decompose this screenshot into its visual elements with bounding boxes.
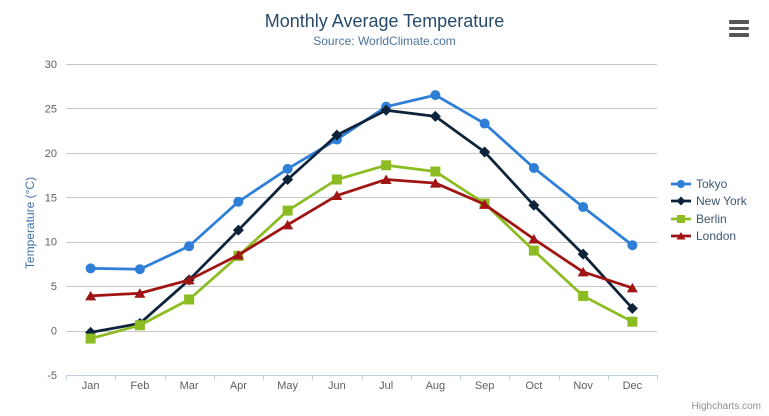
y-axis-title: Temperature (°C) (23, 176, 37, 270)
series-line-new-york (89, 108, 634, 334)
legend-item-tokyo[interactable]: Tokyo (671, 175, 747, 193)
data-point-london[interactable] (429, 178, 441, 188)
legend-item-berlin[interactable]: Berlin (671, 210, 747, 228)
data-point-london[interactable] (380, 174, 392, 185)
data-point-london[interactable] (232, 250, 244, 260)
legend-label: New York (696, 194, 747, 209)
legend-marker (676, 196, 686, 206)
data-point-tokyo[interactable] (479, 118, 490, 129)
data-point-berlin[interactable] (85, 333, 96, 344)
x-axis-label: Jun (328, 380, 346, 392)
y-axis-label: 30 (45, 59, 57, 71)
legend-item-new-york[interactable]: New York (671, 193, 747, 211)
series-line-berlin (89, 163, 634, 340)
data-point-new-york[interactable] (479, 146, 491, 158)
x-axis-label: Jul (379, 380, 393, 392)
legend-symbol-square-icon (671, 214, 691, 223)
x-axis-label: Aug (426, 380, 446, 392)
data-point-berlin[interactable] (627, 316, 638, 327)
data-point-london[interactable] (134, 288, 146, 298)
y-axis-label: 10 (45, 237, 57, 249)
x-axis-label: Dec (623, 380, 643, 392)
data-point-berlin[interactable] (528, 245, 539, 256)
x-axis-label: Mar (180, 380, 199, 392)
data-point-berlin[interactable] (578, 290, 589, 301)
legend-symbol-circle-icon (671, 179, 691, 188)
data-point-london[interactable] (528, 234, 540, 244)
y-axis-label: 5 (51, 281, 57, 293)
data-point-berlin[interactable] (184, 294, 195, 305)
legend-label: Tokyo (696, 176, 728, 191)
legend-symbol-diamond-icon (671, 196, 691, 206)
data-point-tokyo[interactable] (578, 202, 589, 213)
data-point-tokyo[interactable] (430, 90, 441, 101)
data-point-tokyo[interactable] (627, 240, 638, 251)
legend-label: Berlin (696, 211, 727, 226)
data-point-london[interactable] (85, 290, 97, 301)
data-point-tokyo[interactable] (85, 263, 96, 274)
legend-marker (677, 214, 685, 223)
x-axis-label: Feb (130, 380, 149, 392)
y-axis-label: 25 (45, 103, 57, 115)
context-menu-button[interactable] (727, 18, 753, 40)
data-point-new-york[interactable] (528, 199, 540, 211)
y-axis-label: 0 (51, 326, 57, 338)
legend-item-london[interactable]: London (671, 228, 747, 246)
legend: Tokyo New York Berlin London (671, 175, 747, 245)
legend-marker (676, 232, 686, 240)
chart-subtitle: Source: WorldClimate.com (313, 34, 456, 48)
x-axis-label: Jan (82, 380, 100, 392)
data-point-tokyo[interactable] (184, 241, 195, 252)
data-point-berlin[interactable] (381, 160, 392, 171)
data-point-new-york[interactable] (626, 302, 638, 314)
data-point-london[interactable] (183, 274, 195, 285)
x-axis-label: Apr (230, 380, 247, 392)
data-point-tokyo[interactable] (134, 264, 145, 275)
x-axis-label: Oct (525, 380, 542, 392)
y-axis-label: -5 (47, 370, 57, 382)
data-point-new-york[interactable] (380, 104, 392, 116)
data-point-tokyo[interactable] (233, 196, 244, 207)
data-point-new-york[interactable] (282, 174, 294, 186)
data-point-london[interactable] (479, 199, 491, 209)
legend-label: London (696, 229, 737, 244)
x-axis-label: Nov (573, 380, 593, 392)
y-axis-label: 15 (45, 192, 57, 204)
x-axis-label: Sep (475, 380, 495, 392)
data-point-tokyo[interactable] (282, 163, 293, 174)
data-point-london[interactable] (577, 266, 589, 277)
data-point-new-york[interactable] (331, 129, 343, 141)
data-point-berlin[interactable] (134, 320, 145, 331)
x-axis-label: May (277, 380, 298, 392)
data-point-berlin[interactable] (430, 166, 441, 177)
data-point-berlin[interactable] (282, 205, 293, 216)
legend-marker (677, 179, 685, 188)
data-point-new-york[interactable] (577, 248, 589, 260)
data-point-berlin[interactable] (331, 174, 342, 185)
data-point-tokyo[interactable] (528, 162, 539, 173)
hamburger-icon (729, 20, 751, 37)
data-point-london[interactable] (626, 282, 638, 293)
series-line-london (89, 178, 634, 298)
data-point-new-york[interactable] (232, 224, 244, 236)
data-point-london[interactable] (282, 219, 294, 230)
data-point-new-york[interactable] (429, 110, 441, 122)
legend-symbol-triangle-icon (671, 232, 691, 240)
chart-title: Monthly Average Temperature (264, 11, 505, 31)
y-axis-label: 20 (45, 148, 57, 160)
data-point-london[interactable] (331, 190, 343, 201)
credits-link[interactable]: Highcharts.com (691, 401, 761, 412)
